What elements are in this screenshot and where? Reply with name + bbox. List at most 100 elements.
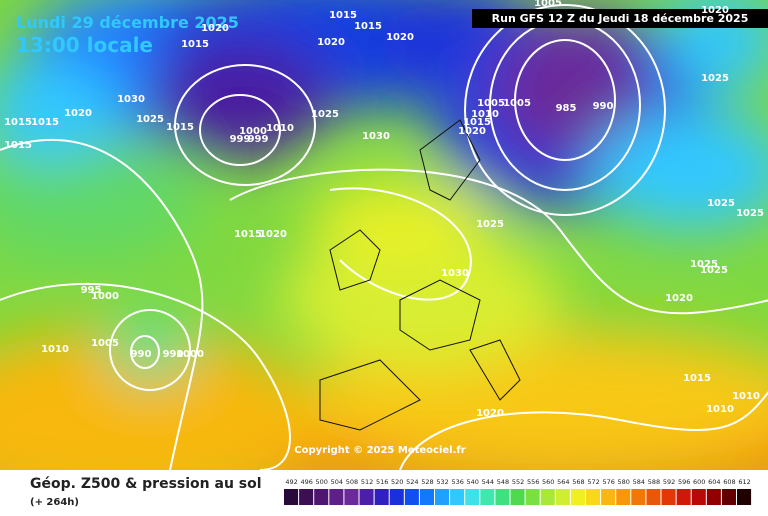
colorbar-label: 524 <box>406 478 418 486</box>
colorbar-label: 496 <box>300 478 312 486</box>
isobar-label: 1015 <box>4 117 32 128</box>
isobar-label: 1000 <box>239 126 267 137</box>
colorbar-swatch <box>706 489 721 505</box>
isobar-label: 985 <box>556 103 577 114</box>
colorbar-swatch <box>646 489 661 505</box>
colorbar-label: 492 <box>285 478 297 486</box>
valid-time: 13:00 locale <box>16 33 153 57</box>
colorbar-label: 516 <box>376 478 388 486</box>
colorbar-swatch <box>299 489 314 505</box>
colorbar-swatch <box>450 489 465 505</box>
colorbar-label: 552 <box>512 478 524 486</box>
isobar-label: 1025 <box>311 109 339 120</box>
isobar-label: 1025 <box>701 73 729 84</box>
colorbar-swatch <box>435 489 450 505</box>
isobar-label: 1015 <box>329 10 357 21</box>
isobar-label: 990 <box>593 101 614 112</box>
colorbar-swatch <box>419 489 434 505</box>
isobar-label: 1030 <box>362 131 390 142</box>
run-label: Run GFS 12 Z du Jeudi 18 décembre 2025 <box>492 12 749 25</box>
colorbar-swatch <box>359 489 374 505</box>
valid-date: Lundi 29 décembre 2025 <box>16 13 239 32</box>
colorbar-label: 536 <box>451 478 463 486</box>
isobar-label: 1010 <box>471 109 499 120</box>
isobar-label: 1000 <box>91 291 119 302</box>
isobar-label: 1015 <box>31 117 59 128</box>
colorbar-label: 512 <box>361 478 373 486</box>
isobar-label: 1005 <box>534 0 562 9</box>
colorbar-swatch <box>465 489 480 505</box>
colorbar-label: 584 <box>633 478 645 486</box>
colorbar-label: 504 <box>331 478 343 486</box>
isobar-label: 1025 <box>136 114 164 125</box>
isobar-label: 1015 <box>234 229 262 240</box>
colorbar-swatch <box>344 489 359 505</box>
colorbar-label: 508 <box>346 478 358 486</box>
colorbar-label: 596 <box>678 478 690 486</box>
isobar-label: 1020 <box>64 108 92 119</box>
colorbar-label: 576 <box>602 478 614 486</box>
isobar-label: 1010 <box>706 404 734 415</box>
isobar-label: 1025 <box>476 219 504 230</box>
colorbar-label: 500 <box>316 478 328 486</box>
colorbar-swatch <box>480 489 495 505</box>
colorbar-swatch <box>404 489 419 505</box>
colorbar-swatch <box>586 489 601 505</box>
colorbar-label: 568 <box>572 478 584 486</box>
isobar-label: 999 <box>230 134 251 145</box>
isobar-label: 990 <box>131 349 152 360</box>
isobar-label: 1025 <box>700 265 728 276</box>
colorbar-swatch <box>555 489 570 505</box>
colorbar-swatch <box>601 489 616 505</box>
isobar-label: 1000 <box>176 349 204 360</box>
colorbar-label: 556 <box>527 478 539 486</box>
colorbar-swatch <box>691 489 706 505</box>
isobar-label: 999 <box>248 134 269 145</box>
isobar-label: 1010 <box>732 391 760 402</box>
colorbar-swatch <box>616 489 631 505</box>
colorbar-label: 520 <box>391 478 403 486</box>
colorbar-swatch <box>737 489 752 505</box>
coastlines <box>319 119 521 431</box>
lead-time: (+ 264h) <box>30 497 79 508</box>
isobar-label: 1020 <box>476 408 504 419</box>
isobar-label: 1015 <box>4 140 32 151</box>
colorbar: 492 496 500 504 508 512 516 520 524 528 532 536 540 5… <box>284 478 752 505</box>
colorbar-swatch <box>510 489 525 505</box>
colorbar-label: 608 <box>723 478 735 486</box>
colorbar-swatch <box>389 489 404 505</box>
colorbar-label: 544 <box>482 478 494 486</box>
colorbar-swatch <box>661 489 676 505</box>
isobar-label: 1020 <box>259 229 287 240</box>
isobar-label: 995 <box>81 285 102 296</box>
isobar-label: 1030 <box>441 268 469 279</box>
colorbar-swatch <box>540 489 555 505</box>
colorbar-label: 600 <box>693 478 705 486</box>
isobar-label: 1015 <box>683 373 711 384</box>
colorbar-label: 588 <box>648 478 660 486</box>
isobar-label: 1010 <box>41 344 69 355</box>
colorbar-swatch <box>314 489 329 505</box>
isobar-label: 1020 <box>201 23 229 34</box>
colorbar-swatch <box>631 489 646 505</box>
colorbar-label: 580 <box>618 478 630 486</box>
footer-title: Géop. Z500 & pression au sol <box>30 476 262 492</box>
colorbar-label: 592 <box>663 478 675 486</box>
colorbar-swatch <box>329 489 344 505</box>
isobar-label: 1005 <box>91 338 119 349</box>
colorbar-swatch <box>570 489 585 505</box>
colorbar-label: 548 <box>497 478 509 486</box>
colorbar-swatch <box>676 489 691 505</box>
copyright: Copyright © 2025 Meteociel.fr <box>294 445 465 456</box>
colorbar-label: 560 <box>542 478 554 486</box>
colorbar-label: 532 <box>436 478 448 486</box>
isobar-label: 1015 <box>463 117 491 128</box>
isobar-label: 990 <box>163 349 184 360</box>
isobar-label: 1015 <box>181 39 209 50</box>
isobars <box>0 4 768 470</box>
isobar-label: 1025 <box>690 259 718 270</box>
isobar-label: 1025 <box>707 198 735 209</box>
isobar-label: 1020 <box>386 32 414 43</box>
colorbar-swatch <box>495 489 510 505</box>
